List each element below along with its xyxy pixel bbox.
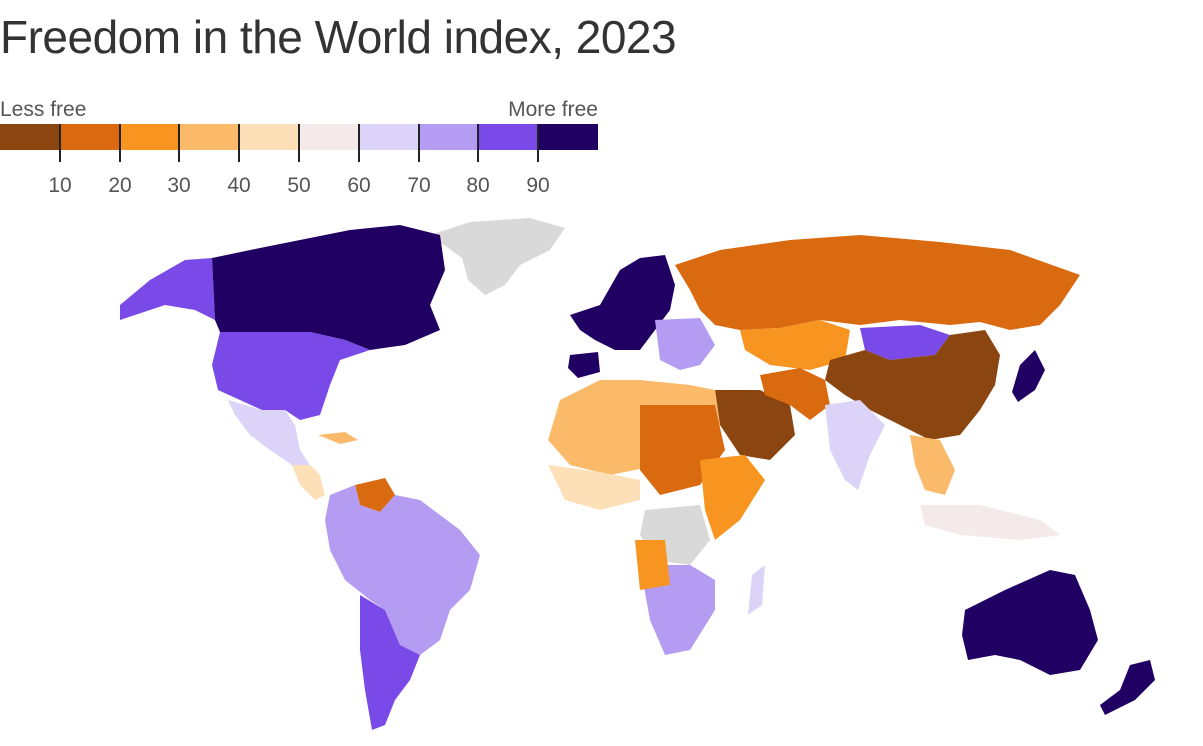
- region-new-zealand[interactable]: [1100, 660, 1155, 715]
- legend-swatch-7: [418, 124, 479, 150]
- region-western-europe[interactable]: [570, 255, 675, 350]
- legend-swatch-8: [478, 124, 539, 150]
- region-middle-east[interactable]: [715, 390, 795, 460]
- region-india[interactable]: [825, 400, 885, 490]
- region-australia[interactable]: [962, 570, 1098, 675]
- legend-swatch-9: [538, 124, 598, 150]
- region-mongolia[interactable]: [860, 325, 950, 360]
- legend-tick-label: 50: [287, 174, 311, 197]
- region-angola[interactable]: [635, 540, 670, 590]
- region-east-africa[interactable]: [700, 455, 765, 540]
- legend-swatch-1: [59, 124, 120, 150]
- legend-tick: [119, 124, 121, 162]
- legend-tick-label: 10: [48, 174, 72, 197]
- region-eastern-europe[interactable]: [655, 318, 715, 370]
- legend-swatch-5: [298, 124, 359, 150]
- legend-tick: [59, 124, 61, 162]
- region-canada[interactable]: [212, 225, 445, 350]
- region-southern-cone[interactable]: [360, 595, 420, 730]
- legend-tick: [298, 124, 300, 162]
- region-indonesia[interactable]: [920, 505, 1060, 540]
- world-map: [120, 218, 1155, 730]
- region-central-america[interactable]: [292, 465, 325, 500]
- legend-tick: [238, 124, 240, 162]
- region-southern-africa[interactable]: [640, 565, 715, 655]
- region-caribbean[interactable]: [318, 432, 358, 444]
- region-mexico[interactable]: [228, 400, 310, 465]
- region-west-africa[interactable]: [548, 465, 640, 510]
- legend-tick: [418, 124, 420, 162]
- legend-swatch-6: [358, 124, 419, 150]
- region-south-america[interactable]: [325, 485, 480, 655]
- region-china[interactable]: [825, 330, 1000, 440]
- region-russia[interactable]: [675, 235, 1080, 330]
- legend-color-scale: [0, 124, 598, 150]
- region-southeast-asia[interactable]: [910, 435, 955, 495]
- color-legend: Less free More free 10 20 30 40 50 60 70 80 90: [0, 98, 600, 198]
- region-iran[interactable]: [760, 368, 830, 420]
- legend-tick-label: 70: [407, 174, 431, 197]
- legend-swatch-4: [239, 124, 299, 150]
- legend-tick: [477, 124, 479, 162]
- legend-low-label: Less free: [0, 98, 87, 121]
- legend-tick: [178, 124, 180, 162]
- legend-swatch-2: [119, 124, 180, 150]
- region-iberia[interactable]: [568, 352, 600, 378]
- legend-tick: [537, 124, 539, 162]
- legend-high-label: More free: [508, 98, 598, 121]
- legend-tick-label: 30: [167, 174, 191, 197]
- legend-tick: [358, 124, 360, 162]
- region-madagascar[interactable]: [748, 565, 765, 615]
- region-usa[interactable]: [212, 332, 370, 420]
- legend-swatch-0: [0, 124, 60, 150]
- legend-swatch-3: [179, 124, 240, 150]
- legend-tick-label: 40: [227, 174, 251, 197]
- legend-tick-label: 60: [347, 174, 371, 197]
- legend-tick-label: 20: [108, 174, 132, 197]
- region-venezuela[interactable]: [355, 478, 395, 512]
- region-alaska[interactable]: [120, 258, 215, 320]
- page-title: Freedom in the World index, 2023: [0, 11, 677, 63]
- region-central-asia[interactable]: [740, 320, 850, 370]
- region-japan[interactable]: [1012, 350, 1045, 402]
- region-greenland[interactable]: [430, 218, 565, 295]
- legend-tick-label: 90: [526, 174, 550, 197]
- legend-tick-label: 80: [466, 174, 490, 197]
